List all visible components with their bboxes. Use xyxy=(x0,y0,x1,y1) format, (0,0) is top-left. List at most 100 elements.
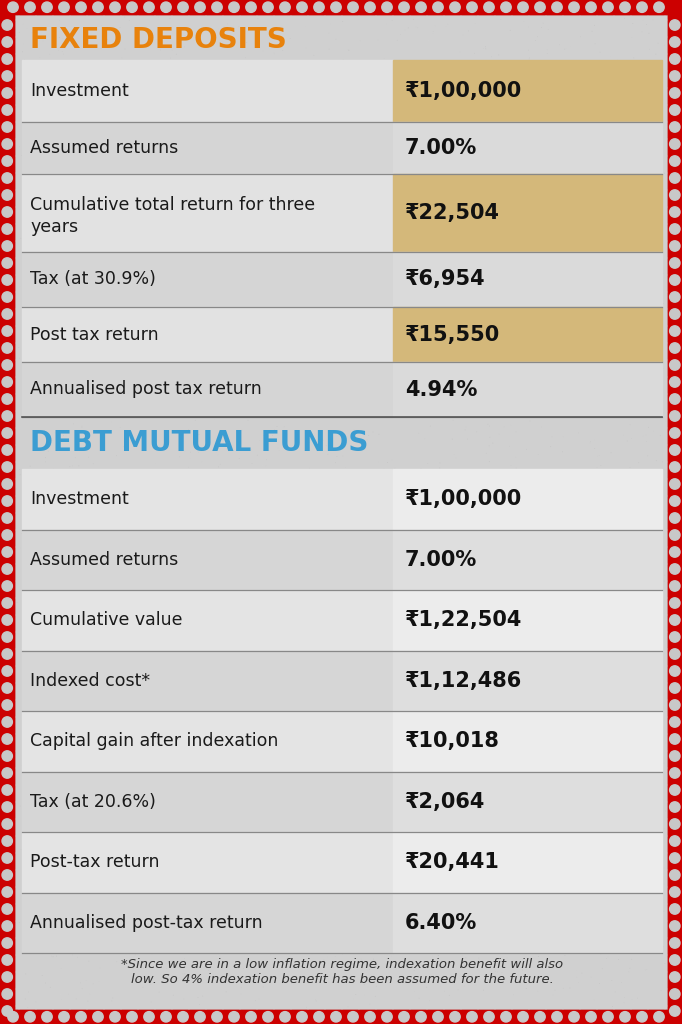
Point xyxy=(153,984,164,1000)
Point xyxy=(332,713,343,729)
Point xyxy=(521,196,532,212)
Point xyxy=(292,715,303,731)
Point xyxy=(138,979,149,995)
Point xyxy=(353,923,364,939)
Point xyxy=(517,962,528,978)
Point xyxy=(324,667,335,683)
Point xyxy=(413,635,424,651)
Circle shape xyxy=(670,784,680,796)
Point xyxy=(114,625,125,641)
Point xyxy=(187,792,198,808)
Point xyxy=(527,178,538,195)
Point xyxy=(303,755,314,771)
Point xyxy=(564,664,575,680)
Point xyxy=(381,604,391,621)
Point xyxy=(243,929,254,945)
Point xyxy=(545,976,556,992)
Point xyxy=(44,573,55,590)
Point xyxy=(378,526,389,543)
Point xyxy=(409,963,419,979)
Point xyxy=(488,912,499,929)
Point xyxy=(459,978,470,994)
Point xyxy=(119,815,130,831)
Point xyxy=(574,595,584,611)
Point xyxy=(267,199,278,215)
Point xyxy=(308,147,319,164)
Point xyxy=(336,397,346,414)
Point xyxy=(411,267,422,284)
Point xyxy=(245,650,256,667)
Point xyxy=(415,61,426,78)
Point xyxy=(416,648,427,665)
Point xyxy=(203,249,213,265)
Point xyxy=(53,561,64,578)
Point xyxy=(486,74,497,90)
Point xyxy=(551,801,562,817)
Point xyxy=(649,121,660,137)
Point xyxy=(645,97,656,114)
Point xyxy=(265,717,276,733)
Point xyxy=(436,773,447,790)
Point xyxy=(163,530,174,547)
Point xyxy=(575,290,586,306)
Point xyxy=(196,89,207,105)
Point xyxy=(120,351,131,368)
Point xyxy=(433,947,444,964)
Circle shape xyxy=(297,1012,307,1022)
Point xyxy=(618,923,629,939)
Circle shape xyxy=(670,853,680,863)
Bar xyxy=(53,0,69,14)
Point xyxy=(115,757,126,773)
Point xyxy=(376,186,387,203)
Point xyxy=(283,909,294,926)
Point xyxy=(38,469,48,485)
Point xyxy=(117,898,128,914)
Point xyxy=(211,714,222,730)
Point xyxy=(166,42,177,58)
Point xyxy=(364,996,375,1013)
Point xyxy=(278,579,288,595)
Point xyxy=(233,512,243,528)
Point xyxy=(408,888,419,904)
Point xyxy=(33,504,44,520)
Point xyxy=(484,438,495,455)
Point xyxy=(253,400,264,417)
Point xyxy=(424,609,434,626)
Point xyxy=(397,145,408,162)
Point xyxy=(232,289,243,305)
Point xyxy=(350,706,361,722)
Point xyxy=(356,501,367,517)
Point xyxy=(203,646,213,663)
Point xyxy=(460,870,471,887)
Point xyxy=(188,942,199,958)
Point xyxy=(152,934,163,950)
Point xyxy=(233,125,244,141)
Point xyxy=(132,736,143,753)
Point xyxy=(293,933,303,949)
Point xyxy=(638,708,649,724)
Point xyxy=(222,859,233,876)
Point xyxy=(438,321,449,337)
Point xyxy=(87,308,98,325)
Point xyxy=(567,944,578,961)
Point xyxy=(637,585,648,601)
Point xyxy=(171,90,182,106)
Point xyxy=(56,379,67,395)
Point xyxy=(239,771,250,787)
Point xyxy=(260,811,271,827)
Point xyxy=(248,830,259,847)
Point xyxy=(323,41,334,57)
Point xyxy=(42,96,53,113)
Point xyxy=(131,27,142,43)
Point xyxy=(223,990,234,1007)
Point xyxy=(95,486,106,503)
Point xyxy=(561,600,572,616)
Point xyxy=(615,172,626,188)
Point xyxy=(83,449,94,465)
Circle shape xyxy=(603,1012,613,1022)
Point xyxy=(58,652,69,669)
Point xyxy=(445,594,456,610)
Bar xyxy=(546,0,562,14)
Point xyxy=(14,411,25,427)
Point xyxy=(237,868,248,885)
